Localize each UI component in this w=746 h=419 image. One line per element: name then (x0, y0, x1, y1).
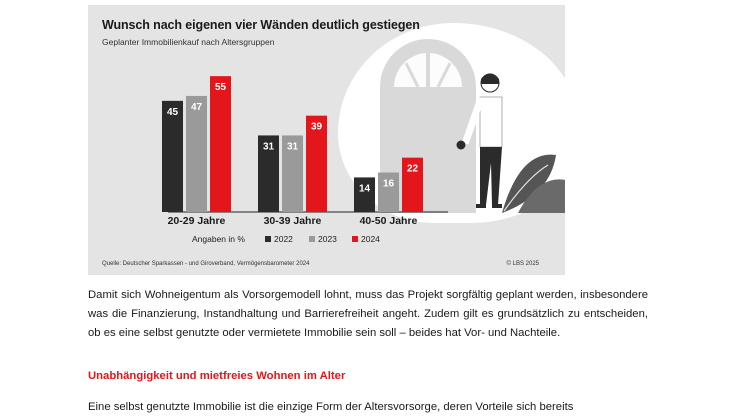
category-label: 20-29 Jahre (168, 215, 226, 227)
legend-swatch-2023 (309, 236, 315, 242)
legend-swatch-2022 (265, 236, 271, 242)
copyright-note: © LBS 2025 (506, 261, 539, 267)
legend-label-2022: 2022 (274, 234, 293, 244)
section-heading: Unabhängigkeit und mietfreies Wohnen im … (88, 370, 346, 382)
category-label: 30-39 Jahre (264, 215, 322, 227)
category-label: 40-50 Jahre (360, 215, 418, 227)
bar-30-39-2022 (258, 135, 279, 212)
legend-label-2024: 2024 (361, 234, 380, 244)
bar-value-label: 14 (359, 183, 371, 194)
chart-figure: Wunsch nach eigenen vier Wänden deutlich… (88, 5, 565, 275)
chart-subtitle: Geplanter Immobilienkauf nach Altersgrup… (102, 37, 275, 47)
legend-item-2023: 2023 (309, 234, 337, 244)
bar-chart: 45 47 55 20-29 Jahre 31 31 39 30-39 Jahre 14 16 22… (162, 39, 565, 227)
bar-30-39-2023 (282, 135, 303, 212)
bar-40-50-2022 (354, 177, 375, 212)
bar-value-label: 31 (263, 141, 275, 152)
bar-value-label: 31 (287, 141, 299, 152)
person-icon (456, 73, 503, 208)
bar-30-39-2024 (306, 115, 327, 212)
legend-label-2023: 2023 (318, 234, 337, 244)
bar-value-label: 22 (407, 164, 419, 175)
bars-layer: 45 47 55 20-29 Jahre 31 31 39 30-39 Jahre 14 16 22… (162, 76, 423, 227)
legend-item-2024: 2024 (352, 234, 380, 244)
legend-swatch-2024 (352, 236, 358, 242)
bar-value-label: 47 (191, 102, 203, 113)
source-note: Quelle: Deutscher Sparkassen - und Girov… (102, 261, 310, 267)
bar-20-29-2022 (162, 100, 183, 212)
bar-value-label: 16 (383, 178, 395, 189)
chart-title: Wunsch nach eigenen vier Wänden deutlich… (102, 18, 420, 32)
legend-title: Angaben in % (192, 234, 245, 244)
bar-value-label: 55 (215, 82, 227, 93)
bar-40-50-2023 (378, 172, 399, 212)
legend-item-2022: 2022 (265, 234, 293, 244)
body-paragraph-1: Damit sich Wohneigentum als Vorsorgemode… (88, 289, 648, 339)
bar-20-29-2024 (210, 76, 231, 213)
body-paragraph-2: Eine selbst genutzte Immobilie ist die e… (88, 401, 574, 413)
bar-value-label: 45 (167, 107, 179, 118)
bar-value-label: 39 (311, 122, 323, 133)
bar-40-50-2024 (402, 157, 423, 212)
bar-20-29-2023 (186, 95, 207, 212)
plant-icon (502, 154, 565, 213)
